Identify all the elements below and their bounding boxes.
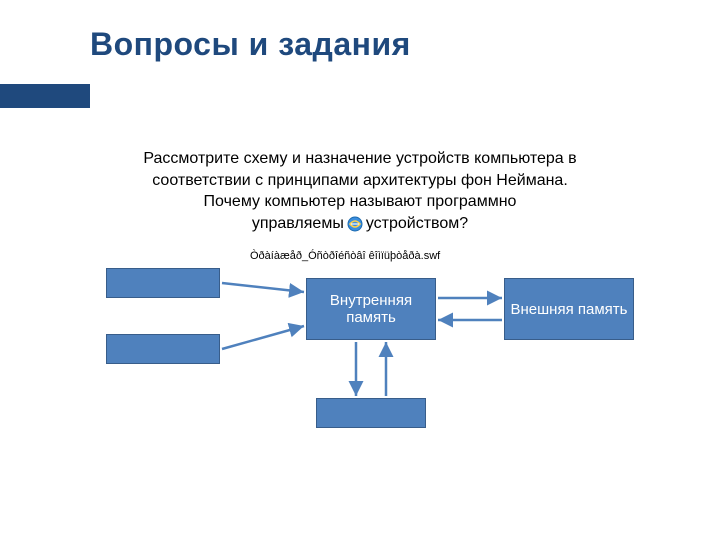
diagram: Внутренняя память Внешняя память bbox=[106, 268, 636, 468]
node-empty-left bbox=[106, 334, 220, 364]
node-empty-top bbox=[106, 268, 220, 298]
q-line-4-suffix: устройством? bbox=[366, 215, 468, 232]
swf-caption: Òðàíàæåð_Óñòðîéñòâî êîìïüþòåðà.swf bbox=[250, 250, 440, 262]
node-outer-memory: Внешняя память bbox=[504, 278, 634, 340]
q-line-1: Рассмотрите схему и назначение устройств… bbox=[90, 148, 630, 170]
page-title-region: Вопросы и задания bbox=[90, 26, 411, 63]
q-line-2: соответствии с принципами архитектуры фо… bbox=[90, 170, 630, 192]
q-line-4: управляемы устройством? bbox=[90, 213, 630, 235]
q-line-4-prefix: управляемы bbox=[252, 215, 344, 232]
node-empty-bottom bbox=[316, 398, 426, 428]
ie-icon bbox=[346, 215, 364, 233]
q-line-3: Почему компьютер называют программно bbox=[90, 191, 630, 213]
node-inner-memory: Внутренняя память bbox=[306, 278, 436, 340]
page-title: Вопросы и задания bbox=[90, 26, 411, 63]
question-text: Рассмотрите схему и назначение устройств… bbox=[90, 148, 630, 234]
accent-bar bbox=[0, 84, 90, 108]
